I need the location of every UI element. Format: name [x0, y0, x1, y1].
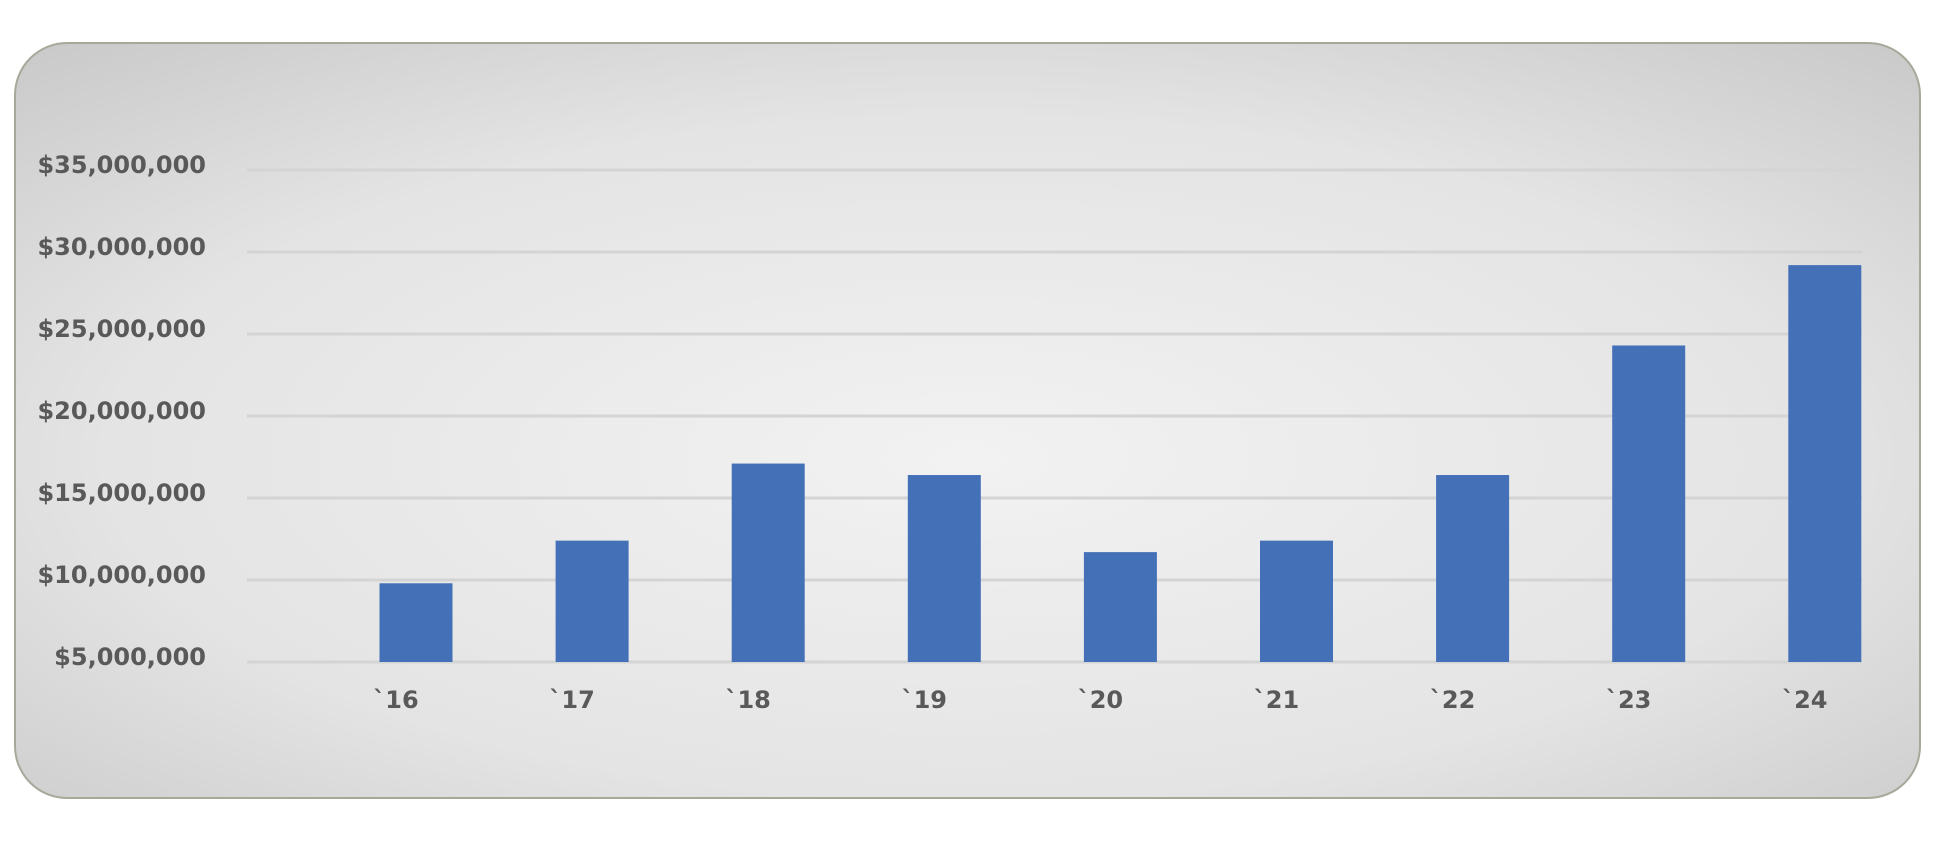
y-tick-label: $30,000,000	[37, 233, 206, 261]
y-tick-label: $20,000,000	[37, 397, 206, 425]
x-tick-label: `23	[1606, 686, 1651, 714]
x-tick-label: `19	[902, 686, 947, 714]
x-tick-label: `20	[1078, 686, 1123, 714]
bar	[1612, 345, 1686, 662]
y-tick-label: $5,000,000	[54, 643, 206, 671]
x-tick-label: `16	[373, 686, 418, 714]
bar	[379, 583, 453, 662]
y-tick-label: $35,000,000	[37, 151, 206, 179]
bar	[1788, 265, 1862, 662]
x-tick-label: `22	[1430, 686, 1475, 714]
y-tick-label: $25,000,000	[37, 315, 206, 343]
bar	[907, 475, 981, 662]
x-tick-label: `21	[1254, 686, 1299, 714]
x-tick-label: `24	[1782, 686, 1827, 714]
bar	[1260, 540, 1333, 662]
y-tick-label: $15,000,000	[37, 479, 206, 507]
bar	[555, 540, 629, 662]
x-tick-label: `18	[725, 686, 770, 714]
y-tick-label: $10,000,000	[37, 561, 206, 589]
bar	[1436, 475, 1510, 662]
bar	[731, 463, 805, 662]
x-tick-label: `17	[549, 686, 594, 714]
bar	[1083, 552, 1157, 662]
